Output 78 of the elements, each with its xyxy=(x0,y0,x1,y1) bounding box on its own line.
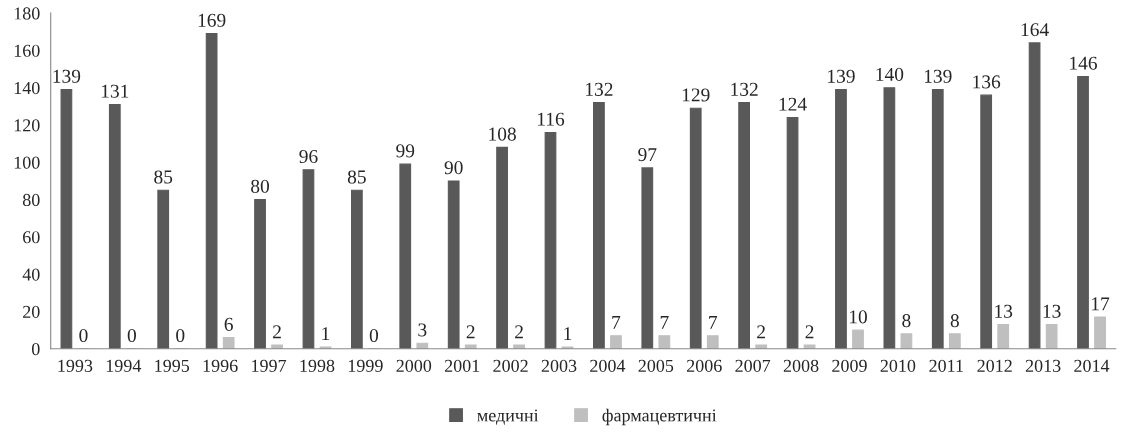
x-tick-label: 1994 xyxy=(106,359,142,372)
x-tick-label: 2001 xyxy=(444,359,480,372)
data-label: 13 xyxy=(1043,304,1061,318)
data-label: 129 xyxy=(682,88,710,102)
data-label: 116 xyxy=(537,112,565,126)
data-label: 0 xyxy=(127,328,136,343)
data-label: 13 xyxy=(995,304,1013,318)
data-label: 2 xyxy=(273,325,281,339)
x-tick-label: 2007 xyxy=(735,359,771,372)
data-label: 139 xyxy=(924,69,952,83)
data-label: 8 xyxy=(902,314,911,328)
x-tick-label: 2005 xyxy=(638,359,674,372)
y-tick-label: 160 xyxy=(14,44,40,57)
y-tick-label: 80 xyxy=(22,193,40,207)
data-label: 90 xyxy=(444,161,463,175)
data-label: 3 xyxy=(418,323,427,337)
data-label: 7 xyxy=(612,316,621,329)
data-label: 85 xyxy=(154,170,173,184)
y-tick-label: 140 xyxy=(14,81,40,95)
x-tick-label: 2004 xyxy=(590,359,626,372)
data-label: 139 xyxy=(828,69,855,83)
y-tick-label: 0 xyxy=(31,343,40,356)
x-tick-label: 1998 xyxy=(300,359,335,372)
data-label: 146 xyxy=(1070,56,1098,70)
x-tick-label: 2013 xyxy=(1025,359,1061,372)
y-tick-label: 120 xyxy=(14,119,40,132)
x-tick-label: 2008 xyxy=(783,359,819,372)
x-tick-label: 2012 xyxy=(977,359,1012,372)
data-label: 136 xyxy=(973,75,1001,89)
x-tick-label: 1993 xyxy=(58,359,93,372)
data-label: 99 xyxy=(396,144,415,158)
x-tick-label: 2000 xyxy=(396,359,432,372)
x-tick-label: 1999 xyxy=(348,359,383,372)
y-tick-label: 60 xyxy=(23,231,40,244)
data-label: 124 xyxy=(779,97,807,111)
x-tick-label: 1997 xyxy=(252,359,287,372)
legend-label: медичні xyxy=(477,409,539,425)
y-tick-label: 100 xyxy=(14,156,40,169)
data-label: 140 xyxy=(876,67,904,81)
x-tick-label: 2003 xyxy=(541,359,577,372)
data-label: 85 xyxy=(347,170,366,184)
data-label: 97 xyxy=(638,148,657,162)
data-label: 2 xyxy=(805,325,814,339)
x-tick-label: 2002 xyxy=(493,359,528,372)
data-label: 7 xyxy=(660,316,669,329)
data-label: 2 xyxy=(515,325,523,339)
data-label: 8 xyxy=(950,314,959,328)
data-label: 108 xyxy=(489,127,516,141)
data-label: 2 xyxy=(466,325,475,339)
data-label: 132 xyxy=(731,82,758,96)
data-label: 132 xyxy=(586,82,613,96)
y-tick-label: 20 xyxy=(23,305,40,318)
x-tick-label: 2010 xyxy=(880,359,916,372)
data-label: 139 xyxy=(53,69,81,83)
data-label: 6 xyxy=(224,317,233,331)
data-label: 164 xyxy=(1021,23,1049,37)
data-label: 131 xyxy=(101,84,129,98)
x-tick-label: 2006 xyxy=(686,359,722,372)
x-tick-label: 2009 xyxy=(832,359,867,372)
y-tick-label: 180 xyxy=(14,7,40,20)
y-tick-label: 40 xyxy=(22,268,40,281)
data-label: 80 xyxy=(251,179,270,193)
data-label: 169 xyxy=(198,13,226,27)
x-tick-label: 2011 xyxy=(929,359,963,372)
data-label: 10 xyxy=(849,310,867,324)
x-tick-label: 1996 xyxy=(203,359,238,372)
data-label: 0 xyxy=(369,328,379,343)
data-label: 1 xyxy=(322,327,330,341)
data-label: 96 xyxy=(299,149,318,164)
data-label: 1 xyxy=(564,327,572,341)
data-label: 0 xyxy=(79,328,88,343)
x-tick-label: 1995 xyxy=(155,359,190,372)
data-label: 2 xyxy=(757,325,765,339)
data-label: 0 xyxy=(176,328,185,343)
legend-label: фармацевтичні xyxy=(602,408,717,426)
data-label: 17 xyxy=(1092,297,1110,311)
data-label: 7 xyxy=(709,316,718,329)
x-tick-label: 2014 xyxy=(1074,359,1110,372)
